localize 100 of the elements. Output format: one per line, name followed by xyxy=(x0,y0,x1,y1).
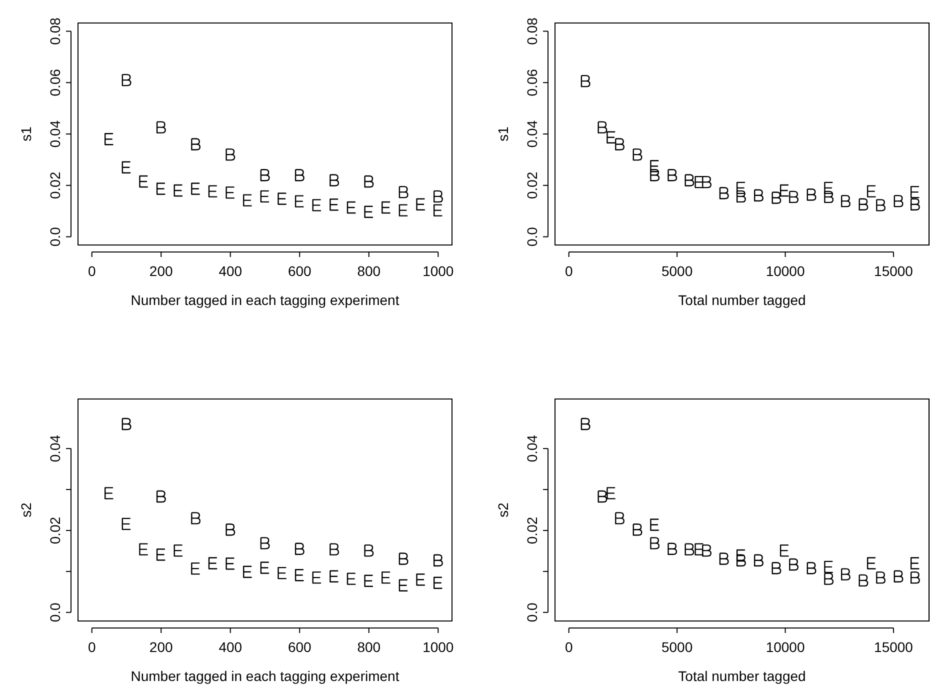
point xyxy=(104,133,114,146)
x-axis-title: Total number tagged xyxy=(678,292,806,308)
y-tick-label: 0.04 xyxy=(524,434,540,462)
point xyxy=(910,557,920,570)
point xyxy=(876,571,886,584)
point xyxy=(122,418,132,430)
point xyxy=(416,574,426,586)
point xyxy=(858,574,868,587)
point xyxy=(866,557,876,570)
point xyxy=(312,571,322,584)
y-tick-label: 0.0 xyxy=(524,226,540,247)
x-tick-label: 600 xyxy=(288,639,312,655)
point xyxy=(736,182,746,194)
x-tick-label: 800 xyxy=(357,639,381,655)
point xyxy=(806,188,816,201)
point xyxy=(346,572,356,585)
point xyxy=(736,190,746,203)
point xyxy=(433,554,443,566)
point xyxy=(364,206,374,218)
point xyxy=(719,186,729,200)
point xyxy=(330,198,339,211)
y-tick-label: 0.06 xyxy=(524,68,540,96)
point xyxy=(174,184,184,197)
x-tick-label: 0 xyxy=(564,263,573,279)
point xyxy=(312,199,322,212)
point xyxy=(156,490,166,503)
point xyxy=(122,518,132,530)
x-tick-label: 1000 xyxy=(422,263,454,279)
point xyxy=(650,537,660,550)
y-tick-label: 0.08 xyxy=(524,17,540,45)
y-tick-label: 0.02 xyxy=(47,172,63,200)
point xyxy=(632,148,642,161)
point xyxy=(894,570,904,582)
y-axis-title: s2 xyxy=(495,502,511,518)
point xyxy=(243,566,252,578)
point xyxy=(598,490,608,503)
point xyxy=(294,195,304,208)
point xyxy=(841,568,850,580)
point xyxy=(824,182,834,194)
y-tick-label: 0.04 xyxy=(47,434,63,462)
y-tick-label: 0.04 xyxy=(47,120,63,148)
point xyxy=(346,201,356,214)
x-tick-label: 400 xyxy=(218,263,242,279)
point xyxy=(139,175,148,188)
y-tick-label: 0.0 xyxy=(47,602,63,622)
point xyxy=(294,542,304,556)
point xyxy=(824,190,834,204)
point xyxy=(824,560,834,574)
point xyxy=(806,562,816,574)
point xyxy=(226,558,236,570)
point xyxy=(278,566,287,580)
y-tick-label: 0.0 xyxy=(47,226,63,247)
point xyxy=(580,418,590,430)
y-tick-label: 0.08 xyxy=(47,17,63,45)
x-tick-label: 0 xyxy=(564,639,573,655)
point xyxy=(122,74,132,86)
point xyxy=(260,169,270,182)
point xyxy=(433,204,443,216)
point xyxy=(122,161,132,174)
point xyxy=(226,148,236,161)
point xyxy=(208,557,218,570)
x-tick-label: 800 xyxy=(357,263,381,279)
point xyxy=(598,121,608,134)
x-tick-label: 10000 xyxy=(766,639,805,655)
point xyxy=(433,190,443,203)
x-tick-label: 15000 xyxy=(874,263,914,279)
point xyxy=(278,192,287,205)
point xyxy=(382,571,391,584)
point xyxy=(416,198,426,211)
y-tick-label: 0.0 xyxy=(524,602,540,622)
point xyxy=(719,552,729,565)
point xyxy=(364,175,374,188)
x-axis-title: Total number tagged xyxy=(678,668,806,684)
point xyxy=(260,190,270,203)
x-tick-label: 0 xyxy=(88,263,96,279)
point xyxy=(191,512,201,524)
y-tick-label: 0.02 xyxy=(47,516,63,544)
point xyxy=(684,174,694,186)
point xyxy=(260,537,270,550)
point xyxy=(668,542,678,556)
point xyxy=(668,169,678,182)
point xyxy=(841,194,850,208)
x-tick-label: 10000 xyxy=(766,263,805,279)
point xyxy=(824,572,834,585)
point xyxy=(398,204,408,216)
point xyxy=(156,182,166,195)
y-tick-label: 0.04 xyxy=(524,120,540,148)
point xyxy=(650,169,660,182)
x-tick-label: 200 xyxy=(149,263,174,279)
point xyxy=(736,549,746,562)
point xyxy=(772,562,782,574)
point xyxy=(139,543,148,556)
x-tick-label: 400 xyxy=(218,639,242,655)
x-tick-label: 0 xyxy=(88,639,96,655)
point xyxy=(650,160,660,172)
point xyxy=(684,543,694,556)
point xyxy=(191,182,200,195)
y-tick-label: 0.02 xyxy=(524,516,540,544)
point xyxy=(398,186,408,198)
y-tick-label: 0.06 xyxy=(47,68,63,96)
